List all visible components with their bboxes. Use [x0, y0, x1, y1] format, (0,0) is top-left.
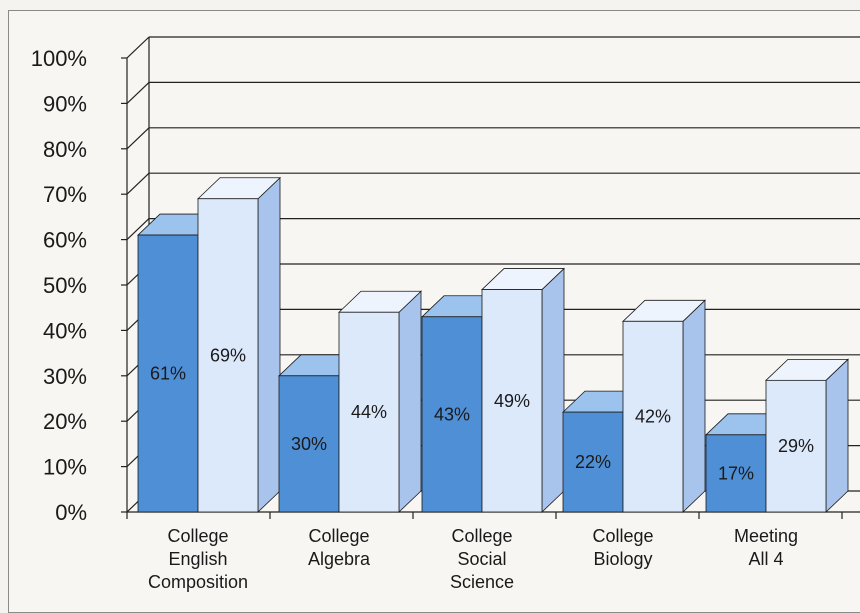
- bar: [481, 289, 543, 513]
- bar: [137, 234, 199, 513]
- bar: [705, 434, 767, 513]
- x-tick-label: English: [168, 549, 227, 569]
- bar: [338, 311, 400, 513]
- x-tick-label: College: [592, 526, 653, 546]
- data-label: 44%: [351, 402, 387, 422]
- bar: [765, 379, 827, 513]
- gridline-side: [126, 36, 150, 59]
- gridline-side: [126, 218, 150, 241]
- bar: [421, 316, 483, 513]
- x-tick-label: College: [308, 526, 369, 546]
- x-tick-label: All 4: [748, 549, 783, 569]
- data-label: 43%: [434, 404, 470, 424]
- data-label: 49%: [494, 391, 530, 411]
- x-tick-label: Meeting: [734, 526, 798, 546]
- x-tick-label: College: [451, 526, 512, 546]
- x-tick-label: Algebra: [308, 549, 371, 569]
- bar-side: [825, 358, 849, 513]
- x-tick-label: College: [167, 526, 228, 546]
- x-tick-label: Science: [450, 572, 514, 592]
- data-label: 30%: [291, 434, 327, 454]
- bar: [562, 411, 624, 513]
- bar-side: [257, 176, 281, 513]
- y-tick-label: 70%: [43, 182, 87, 207]
- y-tick-label: 90%: [43, 91, 87, 116]
- y-tick-label: 50%: [43, 273, 87, 298]
- bar-side: [682, 299, 706, 513]
- bar: [622, 320, 684, 513]
- y-tick-label: 30%: [43, 364, 87, 389]
- gridline-side: [126, 172, 150, 195]
- x-tick-label: Social: [457, 549, 506, 569]
- data-label: 69%: [210, 345, 246, 365]
- y-tick-label: 60%: [43, 228, 87, 253]
- bar: [278, 375, 340, 513]
- x-tick-label: Biology: [593, 549, 652, 569]
- data-label: 22%: [575, 452, 611, 472]
- y-tick-label: 0%: [55, 500, 87, 525]
- bar-side: [541, 267, 565, 513]
- y-tick-label: 20%: [43, 409, 87, 434]
- bar-side: [398, 290, 422, 513]
- y-tick-label: 40%: [43, 318, 87, 343]
- data-label: 17%: [718, 463, 754, 483]
- y-tick-label: 10%: [43, 455, 87, 480]
- gridline-side: [126, 81, 150, 104]
- gridline-side: [126, 127, 150, 150]
- data-label: 61%: [150, 364, 186, 384]
- x-tick-label: Composition: [148, 572, 248, 592]
- y-tick-label: 80%: [43, 137, 87, 162]
- y-tick-label: 100%: [31, 46, 87, 71]
- data-label: 42%: [635, 407, 671, 427]
- data-label: 29%: [778, 436, 814, 456]
- bar: [197, 198, 259, 513]
